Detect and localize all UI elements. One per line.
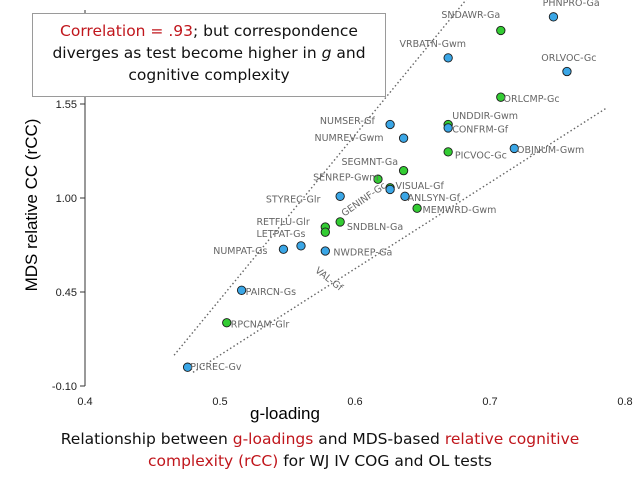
x-tick-label: 0.8 bbox=[617, 396, 632, 408]
data-point bbox=[400, 191, 410, 201]
point-label: PICREC-Gv bbox=[190, 362, 242, 373]
y-tick-label: 0.45 bbox=[56, 287, 77, 299]
point-label: PHNPRO-Ga bbox=[543, 0, 600, 9]
y-axis-title: MDS relative CC (rCC) bbox=[22, 119, 41, 292]
data-point bbox=[222, 318, 232, 328]
data-points bbox=[182, 12, 572, 372]
data-point bbox=[398, 166, 409, 176]
y-tick-label: 1.55 bbox=[56, 99, 77, 111]
annotation-text-1: ; but correspondence diverges as test be… bbox=[52, 22, 358, 62]
x-tick-label: 0.4 bbox=[77, 396, 92, 408]
data-point bbox=[509, 143, 519, 154]
point-label: NUMPAT-Gs bbox=[213, 246, 267, 257]
point-label: SNDAWR-Ga bbox=[441, 10, 500, 21]
data-point bbox=[385, 119, 395, 130]
caption-g-loadings: g-loadings bbox=[232, 430, 314, 448]
point-label: NUMREV-Gwm bbox=[315, 133, 384, 144]
data-point bbox=[443, 147, 453, 157]
caption-part-3: and MDS-based bbox=[313, 430, 445, 448]
x-tick-label: 0.5 bbox=[212, 396, 227, 408]
data-point bbox=[320, 246, 330, 256]
point-labels: PHNPRO-Ga SNDAWR-Ga VRBATN-Gwm ORLVOC-Gc ORL… bbox=[190, 0, 599, 373]
data-point bbox=[373, 174, 383, 184]
point-label: OBJNUM-Gwm bbox=[517, 145, 584, 156]
point-label: SEGMNT-Ga bbox=[342, 157, 399, 168]
data-point bbox=[320, 227, 330, 237]
point-label: ORLVOC-Gc bbox=[541, 53, 596, 64]
chart-axes: -0.10 0.45 1.00 1.55 0.4 0.5 0.6 0.7 0.8 bbox=[52, 10, 633, 408]
correlation-annotation: Correlation = .93; but correspondence di… bbox=[32, 13, 386, 97]
point-label: VISUAL-Gf bbox=[396, 181, 445, 192]
data-point bbox=[496, 92, 506, 102]
data-point bbox=[412, 203, 422, 213]
data-point bbox=[335, 217, 345, 227]
trend-line bbox=[173, 0, 467, 356]
reference-lines bbox=[173, 0, 608, 373]
caption-part-5: for WJ IV COG and OL tests bbox=[278, 452, 493, 470]
point-label: UNDDIR-Gwm bbox=[452, 111, 518, 122]
data-point bbox=[278, 244, 289, 254]
point-label: PAIRCN-Gs bbox=[246, 287, 296, 298]
x-axis-title: g-loading bbox=[250, 404, 320, 423]
data-point bbox=[236, 285, 247, 295]
figure-caption: Relationship between g-loadings and MDS-… bbox=[40, 428, 600, 472]
data-point bbox=[496, 25, 506, 36]
caption-rcc: relative cognitive complexity (rCC) bbox=[147, 430, 580, 470]
point-label: ORLCMP-Gc bbox=[504, 94, 560, 105]
data-point bbox=[182, 362, 193, 372]
y-tick-label: 1.00 bbox=[56, 193, 77, 205]
point-label: RPCNAM-Glr bbox=[231, 319, 290, 330]
annotation-g: g bbox=[321, 44, 332, 62]
x-tick-label: 0.6 bbox=[347, 396, 362, 408]
point-label: LETPAT-Gs bbox=[256, 229, 305, 240]
point-label: ANLSYN-Gf bbox=[408, 193, 461, 204]
data-point bbox=[335, 191, 345, 201]
data-point bbox=[398, 133, 409, 143]
y-tick-label: -0.10 bbox=[52, 381, 77, 393]
data-point bbox=[443, 123, 453, 133]
x-tick-label: 0.7 bbox=[482, 396, 497, 408]
data-point bbox=[296, 241, 306, 251]
data-point bbox=[385, 184, 395, 195]
annotation-text-2: and cognitive complexity bbox=[128, 44, 366, 84]
point-label: NWDREP-Ga bbox=[333, 248, 392, 259]
curve-label: GENINF-Gc bbox=[340, 180, 389, 219]
point-label: PICVOC-Gc bbox=[455, 150, 507, 161]
point-label: STYREC-Glr bbox=[266, 195, 321, 206]
caption-part-1: Relationship between bbox=[60, 430, 233, 448]
point-label: SNDBLN-Ga bbox=[347, 222, 403, 233]
point-label: CONFRM-Gf bbox=[452, 125, 509, 136]
point-label: NUMSER-Gf bbox=[320, 116, 376, 127]
data-point bbox=[443, 53, 453, 63]
data-point bbox=[548, 12, 559, 22]
data-point bbox=[562, 66, 572, 77]
point-label: RETFLU-Glr bbox=[256, 217, 309, 228]
point-label: SENREP-Gwm bbox=[313, 172, 378, 183]
point-label: VRBATN-Gwm bbox=[400, 39, 466, 50]
point-label: MEMWRD-Gwm bbox=[423, 205, 497, 216]
curve-label: VAL-Gf bbox=[313, 265, 346, 294]
correlation-value: Correlation = .93 bbox=[60, 22, 193, 40]
